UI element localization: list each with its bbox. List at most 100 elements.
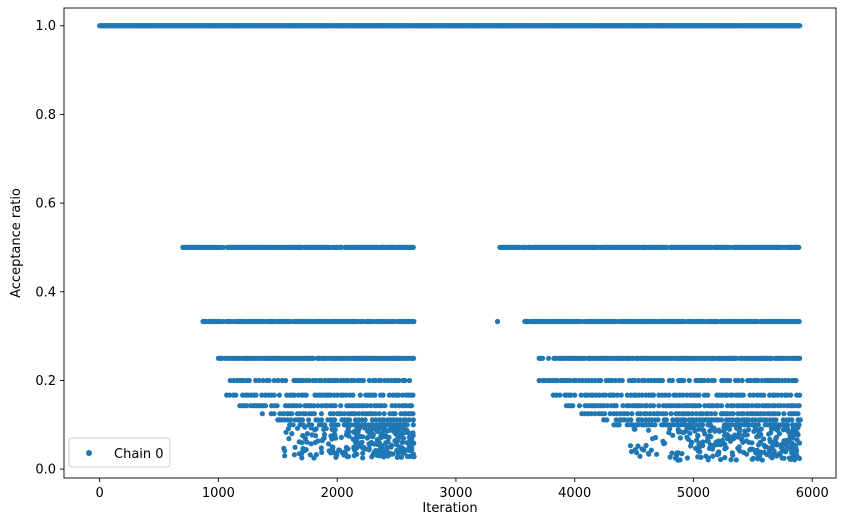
data-point — [404, 422, 410, 428]
data-point — [568, 392, 574, 398]
data-point — [698, 454, 704, 460]
data-point — [381, 411, 387, 417]
data-point — [793, 449, 799, 455]
data-point — [796, 403, 802, 409]
data-point — [262, 403, 269, 409]
data-point — [724, 403, 731, 409]
data-point — [705, 455, 711, 461]
data-point — [697, 440, 703, 446]
data-point — [781, 403, 787, 409]
data-point — [341, 449, 347, 455]
data-point — [368, 403, 374, 409]
data-point — [372, 392, 378, 398]
data-point — [404, 447, 410, 453]
data-point — [696, 403, 703, 409]
data-point — [344, 453, 350, 460]
data-point — [557, 392, 563, 398]
data-point — [220, 244, 226, 250]
data-point — [797, 355, 803, 361]
data-point — [334, 392, 340, 398]
data-point — [689, 439, 695, 446]
data-point — [787, 433, 793, 439]
data-point — [375, 429, 381, 435]
data-point — [602, 411, 608, 417]
data-point — [299, 440, 305, 446]
data-point — [297, 403, 303, 409]
legend-label-chain-0: Chain 0 — [114, 447, 164, 462]
data-point — [411, 440, 417, 446]
data-point — [351, 377, 357, 384]
data-point — [645, 450, 652, 456]
data-point — [634, 450, 640, 456]
data-point — [540, 355, 546, 361]
data-point — [332, 417, 338, 423]
data-point — [766, 431, 772, 437]
data-point — [612, 377, 619, 384]
data-point — [711, 377, 717, 384]
data-point — [376, 447, 382, 454]
data-point — [366, 377, 372, 384]
y-tick-label: 0.6 — [35, 197, 56, 212]
x-tick-label: 4000 — [558, 486, 591, 501]
data-point — [291, 392, 297, 398]
data-point — [397, 417, 403, 423]
data-point — [754, 426, 760, 432]
data-point — [694, 437, 700, 443]
data-point — [743, 438, 750, 444]
data-point — [370, 434, 376, 440]
data-point — [312, 427, 318, 433]
data-point — [769, 444, 775, 450]
data-point — [666, 430, 672, 436]
data-point — [650, 392, 657, 398]
data-point — [275, 377, 281, 384]
y-tick-label: 0.4 — [35, 285, 56, 300]
data-point — [277, 411, 283, 417]
data-point — [281, 445, 287, 451]
data-point — [410, 355, 417, 361]
data-point — [335, 422, 341, 428]
data-point — [751, 392, 757, 398]
data-point — [736, 417, 742, 423]
data-point — [369, 454, 375, 460]
data-point — [406, 430, 412, 436]
data-point — [576, 403, 583, 409]
data-point — [741, 449, 747, 455]
data-point — [716, 428, 723, 434]
data-point — [266, 377, 272, 384]
data-point — [341, 411, 348, 417]
data-point — [259, 411, 265, 417]
data-point — [771, 426, 777, 432]
data-point — [739, 377, 745, 384]
data-point — [722, 446, 728, 452]
data-point — [381, 433, 387, 439]
data-point — [676, 429, 682, 435]
data-point — [656, 403, 662, 409]
data-point — [693, 411, 699, 417]
data-point — [655, 417, 661, 423]
y-tick-label: 0.0 — [35, 463, 56, 478]
data-point — [635, 422, 641, 428]
x-tick-label: 2000 — [321, 486, 354, 501]
data-point — [712, 411, 718, 417]
data-point — [643, 442, 649, 449]
data-point — [747, 392, 753, 398]
data-point — [663, 411, 669, 417]
data-point — [728, 457, 734, 463]
data-point — [679, 451, 685, 457]
data-point — [749, 456, 755, 462]
x-tick-label: 3000 — [439, 486, 472, 501]
data-point — [776, 411, 782, 417]
y-tick-label: 0.2 — [35, 374, 56, 389]
data-point — [796, 440, 803, 446]
data-point — [376, 411, 382, 417]
data-point — [778, 392, 785, 398]
data-point — [318, 411, 324, 417]
data-point — [793, 431, 799, 437]
data-point — [306, 417, 312, 423]
data-point — [670, 432, 676, 438]
data-point — [395, 438, 401, 444]
data-point — [729, 422, 735, 428]
data-point — [304, 431, 310, 437]
data-point — [664, 244, 670, 250]
